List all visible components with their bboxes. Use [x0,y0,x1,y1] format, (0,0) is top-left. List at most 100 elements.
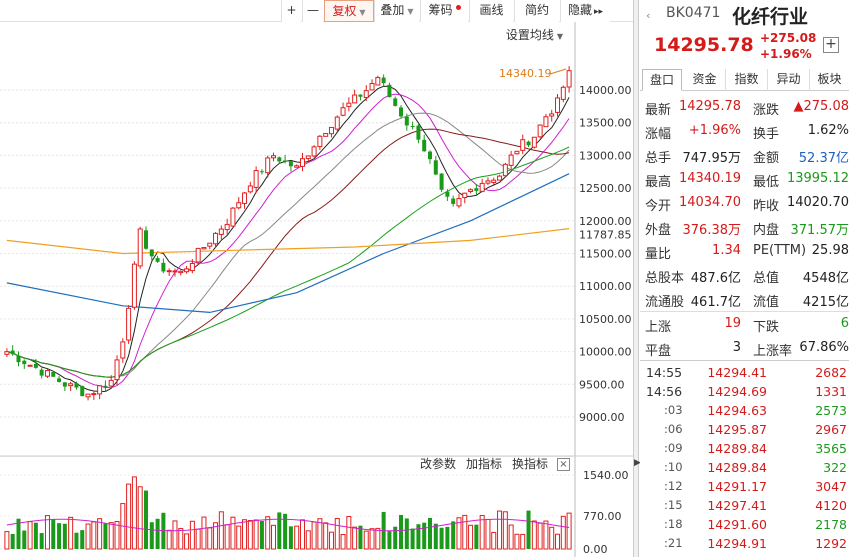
candle-body [479,182,485,192]
volume-bar [247,520,253,550]
candle-body [560,86,566,100]
chips-button[interactable]: 筹码 [420,0,468,22]
volume-bar [451,521,456,549]
volume-bar [51,519,56,549]
trade-row: :06 14295.87 2967 [640,420,849,439]
volume-bar [311,521,317,550]
candle-body [381,77,386,84]
candle-body [543,116,549,128]
candle-body [451,198,456,204]
volume-bar [346,516,352,550]
stat-label: 上涨率 [753,344,793,359]
tab-zhishu[interactable]: 指数 [726,69,768,91]
hide-button[interactable]: 隐藏 ▸▸ [560,0,610,22]
candle-body [4,351,10,355]
stat-value: 1.34 [712,243,741,258]
candle-body [283,160,288,162]
draw-line-button[interactable]: 画线 [469,0,513,22]
close-icon[interactable]: × [557,458,570,471]
zoom-out-button[interactable]: — [302,0,323,22]
volume-bar [560,515,566,550]
candle-body [531,136,537,148]
dropdown-arrow-icon: ▼ [407,7,414,16]
volume-bar [85,523,91,550]
volume-bar [16,518,21,549]
overlay-button[interactable]: 叠加 ▼ [374,0,419,22]
candle-body [526,141,531,146]
fuquan-label: 复权 [332,4,357,18]
volume-bar [172,520,178,550]
candle-body [508,154,514,166]
collapse-panel-icon[interactable]: ▶ [634,458,641,468]
volume-bar [120,503,126,550]
volume-bar [531,520,537,550]
price-tick-label: 13000.00 [579,149,632,162]
prev-item-icon[interactable]: ‹ [646,9,651,22]
quote-row: 总手 747.95万 金额 52.37亿 [640,143,849,167]
candle-body [514,150,520,155]
volume-bar [149,522,154,549]
candle-body [323,133,329,137]
panel-divider[interactable] [633,0,639,557]
tab-zijin[interactable]: 资金 [684,69,726,91]
volume-bar [44,515,50,550]
trade-price: 14289.84 [707,441,767,456]
tab-yidong[interactable]: 异动 [768,69,810,91]
price-tick-label: 12000.00 [579,215,632,228]
tab-pankou[interactable]: 盘口 [642,69,682,91]
simple-mode-button[interactable]: 简约 [514,0,559,22]
volume-bar [62,523,67,549]
high-price-pointer [549,68,567,75]
candle-body [474,188,479,191]
indicator-bar: 改参数 加指标 换指标 × [0,456,575,472]
volume-bar [22,530,27,549]
trade-volume: 4120 [815,498,847,513]
volume-bar [236,525,242,550]
volume-bar [97,518,103,550]
kline-chart-area[interactable]: + — 复权 ▼ 叠加 ▼ 筹码 画线 简约 隐藏 ▸▸ 设置均线 ▼ 14000.00… [0,0,633,557]
candle-body [433,160,438,175]
ma-settings-button[interactable]: 设置均线 ▼ [506,26,563,43]
candle-body [422,139,427,152]
quote-panel: ‹ BK0471 化纤行业 14295.78 +275.08 +1.96% + … [640,0,849,557]
trade-price: 14291.60 [707,517,767,532]
trade-price: 14291.17 [707,479,767,494]
volume-bar [207,527,213,550]
trade-time: :03 [664,403,683,417]
volume-bar [189,520,195,550]
trade-volume: 1292 [815,536,847,551]
volume-bar [323,522,329,550]
volume-bar [294,525,300,550]
candle-body [74,383,79,388]
candle-body [114,359,120,381]
stat-label: 今开 [645,199,672,214]
candle-body [144,230,148,249]
volume-bar [352,526,358,550]
stat-label: 总手 [645,151,672,166]
hide-label: 隐藏 [567,3,592,17]
volume-bar [103,523,108,549]
trade-row: :18 14291.60 2178 [640,515,849,534]
candle-body [288,161,293,167]
zoom-in-button[interactable]: + [281,0,301,22]
candle-body [218,228,224,235]
volume-bar [74,532,79,549]
fuquan-button[interactable]: 复权 ▼ [324,0,374,22]
switch-indicator-link[interactable]: 换指标 [512,457,549,471]
candle-body [311,146,317,157]
trade-row: :12 14291.17 3047 [640,477,849,496]
candle-body [497,175,503,181]
candle-body [369,83,375,91]
volume-bar [433,523,438,549]
candle-body [387,84,392,98]
volume-tick-label: 770.00 [583,510,622,523]
volume-bar [161,512,166,549]
add-watchlist-button[interactable]: + [823,37,839,53]
candle-body [340,107,346,116]
add-indicator-link[interactable]: 加指标 [466,457,503,471]
trade-row: :15 14297.41 4120 [640,496,849,515]
tab-bankuai[interactable]: 板块 [817,72,842,86]
edit-params-link[interactable]: 改参数 [420,457,457,471]
candle-body [271,155,277,159]
volume-bar [155,518,160,549]
